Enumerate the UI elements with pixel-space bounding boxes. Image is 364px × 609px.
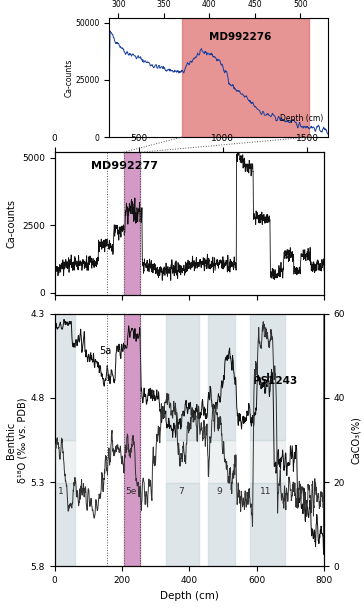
Text: 1: 1 (58, 487, 64, 496)
Bar (166, 440, 199, 483)
Text: 5e: 5e (126, 487, 137, 496)
Bar (208, 483, 235, 566)
Y-axis label: Ca-counts: Ca-counts (6, 199, 16, 248)
Bar (250, 314, 285, 440)
Bar (124, 314, 141, 566)
Bar (208, 440, 235, 483)
Bar (124, 152, 141, 295)
Bar (166, 314, 199, 440)
Bar (55, 440, 75, 483)
Bar (250, 440, 285, 483)
Text: 7: 7 (178, 487, 184, 496)
Bar (208, 314, 235, 440)
Y-axis label: Benthic
δ¹⁸O (‰ vs. PDB): Benthic δ¹⁸O (‰ vs. PDB) (6, 397, 28, 483)
Text: 9: 9 (217, 487, 222, 496)
Text: 5a: 5a (100, 346, 112, 356)
Y-axis label: CaCO₃(%): CaCO₃(%) (351, 416, 361, 464)
Bar (55, 314, 75, 440)
Bar (166, 483, 199, 566)
Text: 11: 11 (260, 487, 272, 496)
Text: MD992276: MD992276 (209, 32, 272, 41)
Bar (182, 18, 309, 137)
Text: MD992277: MD992277 (91, 161, 158, 171)
Text: Depth (cm): Depth (cm) (280, 114, 323, 123)
Bar (55, 483, 75, 566)
X-axis label: Depth (cm): Depth (cm) (160, 591, 219, 600)
Bar (250, 483, 285, 566)
Text: PS1243: PS1243 (253, 376, 298, 386)
Y-axis label: Ca-counts: Ca-counts (65, 58, 74, 97)
